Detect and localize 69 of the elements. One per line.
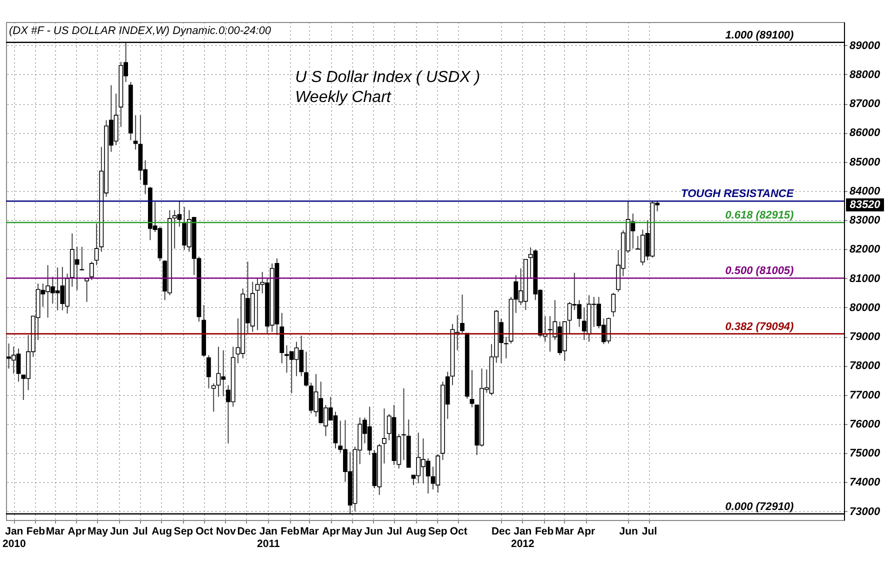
candlestick [611, 292, 616, 318]
text: 83520 [850, 198, 882, 211]
x-tick-label: Aug [152, 526, 172, 538]
candlestick [504, 336, 508, 359]
x-tick-label: Jan 2011 [257, 526, 280, 550]
y-tick-label: 76000 [850, 418, 881, 430]
x-tick-label: Jul [386, 526, 402, 538]
x-tick-label: Mar [555, 526, 574, 538]
candlestick [94, 223, 99, 266]
candlestick [470, 370, 474, 408]
ref-line-label: 1.000 (89100) [725, 29, 794, 42]
candlestick [304, 351, 308, 388]
ref-line-label: 0.500 (81005) [725, 265, 794, 278]
annotation: (DX #F - US DOLLAR INDEX,W) Dynamic.0:00-24:00 [9, 25, 272, 37]
x-tick-label: Feb [280, 526, 300, 538]
y-tick-label: 78000 [850, 360, 881, 372]
x-tick-label: Mar [46, 526, 65, 538]
x-tick-label: Apr [68, 526, 86, 538]
x-tick-label: Dec [491, 526, 511, 538]
x-tick-label: May [88, 526, 108, 538]
y-tick-label: 73000 [850, 506, 881, 518]
x-tick-label: Dec [237, 526, 257, 538]
x-tick-label: Feb [26, 526, 46, 538]
y-tick-label: 82000 [850, 244, 881, 256]
x-tick-label: Oct [450, 526, 468, 538]
text: U S Dollar Index ( USDX ) [295, 69, 480, 86]
x-tick-label: Nov [216, 526, 236, 538]
y-tick-label: 79000 [850, 331, 881, 344]
x-tick-label: Jun [619, 526, 638, 538]
candlestick [402, 388, 406, 461]
x-tick-label: Jun [364, 526, 383, 538]
candlestick [80, 246, 84, 271]
x-tick-label: Sep [428, 526, 448, 538]
x-tick-label: Sep [174, 526, 194, 538]
y-tick-label: 89000 [850, 40, 881, 52]
y-tick-label: 81000 [850, 272, 881, 285]
ref-line-label: 0.000 (72910) [725, 500, 794, 513]
candlestick [382, 408, 386, 464]
y-tick-label: 74000 [850, 476, 881, 489]
y-tick-label: 83000 [850, 214, 881, 227]
y-tick-label: 88000 [850, 68, 881, 81]
y-tick-label: 86000 [850, 127, 881, 140]
y-tick-label: 75000 [850, 448, 881, 460]
candlestick [89, 261, 94, 281]
candlestick [460, 294, 464, 334]
x-tick-label: Jul [132, 526, 148, 538]
x-tick-label: Apr [577, 526, 596, 538]
x-tick-label: Jan 2010 [2, 526, 26, 550]
candlestick [133, 114, 138, 150]
x-tick-label: Oct [196, 526, 214, 538]
x-tick-label: Feb [534, 526, 554, 538]
x-tick-label: Jan 2012 [510, 526, 535, 550]
ref-line-label: 0.382 (79094) [725, 320, 794, 333]
x-tick-label: Jul [642, 526, 658, 538]
ref-line-label: TOUGH RESISTANCE [681, 188, 794, 200]
text: Weekly Chart [295, 89, 392, 106]
candlestick [206, 354, 211, 389]
y-tick-label: 80000 [850, 302, 881, 314]
candlestick [211, 382, 216, 412]
x-tick-label: Aug [406, 526, 426, 538]
y-tick-label: 84000 [850, 185, 881, 198]
y-tick-label: 85000 [850, 156, 881, 168]
x-tick-label: Jun [110, 526, 129, 538]
ref-line-label: 0.618 (82915) [725, 210, 794, 222]
x-tick-label: May [342, 526, 362, 538]
x-tick-label: Mar [300, 526, 319, 538]
x-tick-label: Apr [322, 526, 340, 538]
y-tick-label: 77000 [850, 389, 881, 402]
y-tick-label: 87000 [850, 98, 881, 110]
